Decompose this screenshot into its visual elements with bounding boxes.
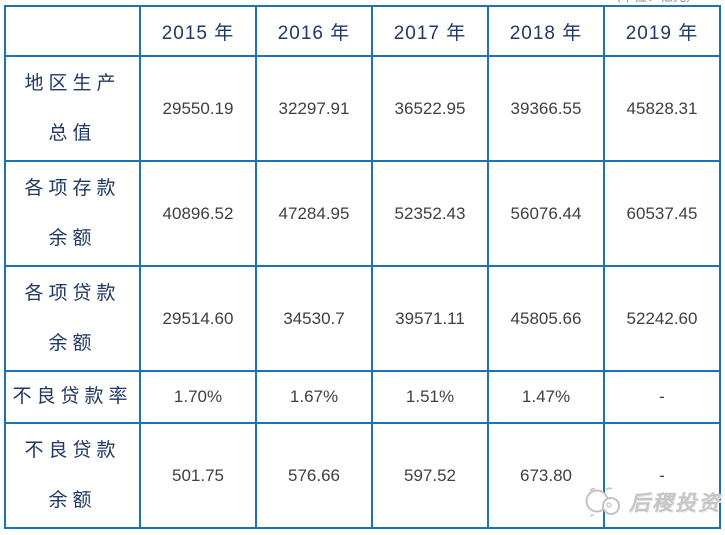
table-row-loans: 各项贷款 余额 29514.60 34530.7 39571.11 45805.… xyxy=(4,265,721,372)
table-cell: 32297.91 xyxy=(255,55,373,162)
table-cell: 34530.7 xyxy=(255,265,373,372)
table-cell: 1.67% xyxy=(255,370,373,424)
corner-cell xyxy=(4,5,141,57)
table-cell: 39366.55 xyxy=(487,55,605,162)
clipped-unit-note-text: （单位：亿元） xyxy=(608,0,708,3)
table-cell: 576.66 xyxy=(255,422,373,529)
table-cell: 597.52 xyxy=(371,422,489,529)
table-cell: 45828.31 xyxy=(603,55,721,162)
financial-table: 2015 年 2016 年 2017 年 2018 年 2019 年 地区生产 … xyxy=(4,5,721,529)
column-header-2015: 2015 年 xyxy=(139,5,257,57)
table-cell: 1.51% xyxy=(371,370,489,424)
row-label: 不良贷款率 xyxy=(4,370,141,424)
table-cell: 501.75 xyxy=(139,422,257,529)
table-cell: 52352.43 xyxy=(371,160,489,267)
clipped-unit-note: （单位：亿元） xyxy=(608,0,708,3)
table-cell: 29550.19 xyxy=(139,55,257,162)
table-row-gdp: 地区生产 总值 29550.19 32297.91 36522.95 39366… xyxy=(4,55,721,162)
table-row-npl-balance: 不良贷款 余额 501.75 576.66 597.52 673.80 - xyxy=(4,422,721,529)
header-row: 2015 年 2016 年 2017 年 2018 年 2019 年 xyxy=(4,5,721,57)
table-row-deposits: 各项存款 余额 40896.52 47284.95 52352.43 56076… xyxy=(4,160,721,267)
row-label: 各项贷款 余额 xyxy=(4,265,141,372)
table-cell: 1.70% xyxy=(139,370,257,424)
column-header-2016: 2016 年 xyxy=(255,5,373,57)
row-label: 地区生产 总值 xyxy=(4,55,141,162)
table-cell: - xyxy=(603,370,721,424)
table-cell: 47284.95 xyxy=(255,160,373,267)
table-cell: 39571.11 xyxy=(371,265,489,372)
column-header-2017: 2017 年 xyxy=(371,5,489,57)
table-cell: 56076.44 xyxy=(487,160,605,267)
table-cell: - xyxy=(603,422,721,529)
row-label: 不良贷款 余额 xyxy=(4,422,141,529)
table-cell: 60537.45 xyxy=(603,160,721,267)
table-row-npl-ratio: 不良贷款率 1.70% 1.67% 1.51% 1.47% - xyxy=(4,370,721,424)
table-cell: 36522.95 xyxy=(371,55,489,162)
table-cell: 29514.60 xyxy=(139,265,257,372)
column-header-2018: 2018 年 xyxy=(487,5,605,57)
table-cell: 52242.60 xyxy=(603,265,721,372)
table-cell: 40896.52 xyxy=(139,160,257,267)
row-label: 各项存款 余额 xyxy=(4,160,141,267)
table-cell: 45805.66 xyxy=(487,265,605,372)
table-cell: 1.47% xyxy=(487,370,605,424)
column-header-2019: 2019 年 xyxy=(603,5,721,57)
table-cell: 673.80 xyxy=(487,422,605,529)
